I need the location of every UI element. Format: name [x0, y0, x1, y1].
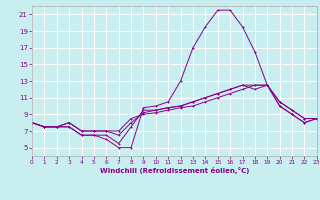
X-axis label: Windchill (Refroidissement éolien,°C): Windchill (Refroidissement éolien,°C) — [100, 167, 249, 174]
